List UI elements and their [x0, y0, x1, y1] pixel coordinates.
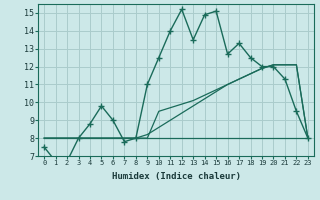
- X-axis label: Humidex (Indice chaleur): Humidex (Indice chaleur): [111, 172, 241, 181]
